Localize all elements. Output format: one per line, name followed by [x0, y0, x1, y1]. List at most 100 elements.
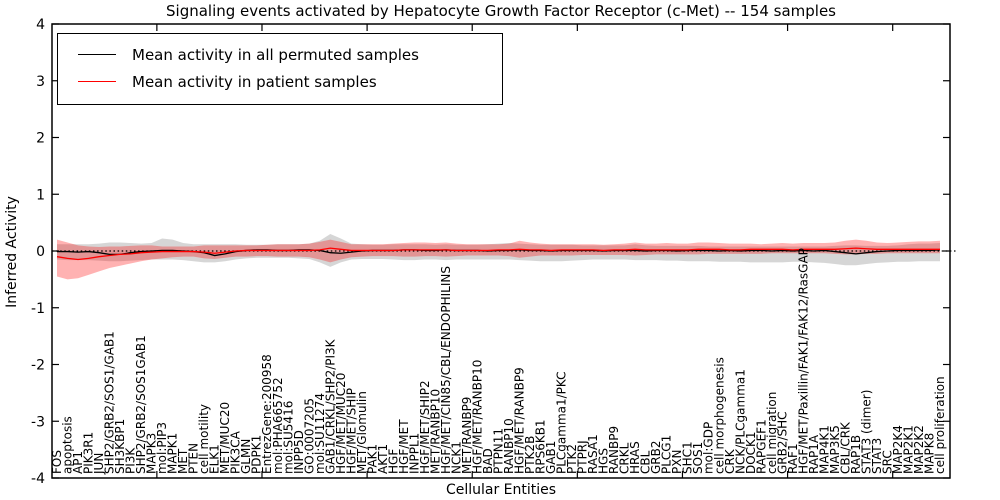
x-category-label: SHP2/GRB2/SOS1GAB1 [134, 335, 148, 474]
x-category-label: HGF/MET/CIN85/CBL/ENDOPHILINS [439, 266, 453, 474]
x-category-label: mol:PIP3 [155, 422, 169, 474]
y-tick-label: -4 [31, 471, 45, 487]
y-tick-label: 4 [36, 17, 45, 33]
x-category-label: cell proliferation [933, 376, 947, 474]
legend-item-permuted: Mean activity in all permuted samples [70, 41, 492, 68]
y-tick-label: 0 [36, 244, 45, 260]
x-category-label: MET [176, 448, 190, 474]
x-category-label: CBL/CRK [838, 421, 852, 474]
x-category-label: MAP3K5 [828, 425, 842, 474]
x-category-label: INPP5D [292, 430, 306, 474]
x-category-label: PAK1 [365, 444, 379, 474]
x-category-label: HGS [597, 448, 611, 474]
legend-label-patient: Mean activity in patient samples [132, 72, 377, 91]
legend-item-patient: Mean activity in patient samples [70, 68, 492, 95]
x-category-label: RAP1B [849, 435, 863, 474]
x-category-label: PTEN [187, 443, 201, 474]
x-category-label: mol:SU11274 [313, 393, 327, 474]
x-category-label: CBL [639, 450, 653, 474]
y-tick-label: -2 [31, 358, 45, 374]
x-category-label: JUN [92, 453, 106, 475]
x-category-label: HGF/MET/RANBP9 [513, 367, 527, 474]
x-category-label: MET/Glomulin [355, 391, 369, 474]
y-tick-label: 2 [36, 131, 45, 147]
x-category-label: HGF/MET [397, 419, 411, 474]
x-category-label: HGF/MET/Paxillin/FAK1/FAK12/RasGAP [796, 248, 810, 474]
x-category-label: PDPK1 [250, 435, 264, 474]
x-category-label: MET/RANBP10 [428, 389, 442, 474]
x-category-label: ELK1 [208, 444, 222, 474]
x-category-label: mol:SU5416 [281, 401, 295, 474]
x-category-label: GO:0007205 [302, 398, 316, 474]
x-category-label: BAD [481, 448, 495, 474]
x-category-label: AP1 [71, 451, 85, 474]
x-category-label: RAP1A [807, 434, 821, 474]
x-category-label: PXN [670, 450, 684, 474]
x-category-label: NCK/PLCgamma1 [733, 369, 747, 474]
x-category-label: STAT3 (dimer) [859, 390, 873, 474]
chart-title: Signaling events activated by Hepatocyte… [166, 2, 836, 20]
legend: Mean activity in all permuted samples Me… [57, 33, 503, 105]
x-category-label: MAP2K2 [912, 425, 926, 474]
x-category-label: GAB1/CRKL/SHP2/PI3K [323, 338, 337, 474]
y-tick-label: -3 [31, 414, 45, 430]
x-category-label: CRKL [618, 442, 632, 474]
x-category-label: RPS6KB1 [534, 419, 548, 474]
x-category-label: STAT3 [870, 438, 884, 474]
x-category-label: GLMN [239, 439, 253, 474]
x-category-label: PI3K [124, 447, 138, 474]
legend-label-permuted: Mean activity in all permuted samples [132, 45, 419, 64]
x-category-label: MAP2K4 [891, 425, 905, 474]
x-category-label: RAF1 [786, 443, 800, 474]
x-category-label: AKT1 [376, 444, 390, 474]
x-category-label: RANBP10 [502, 418, 516, 474]
x-category-label: mol:PHA665752 [271, 377, 285, 474]
x-category-label: SHC1 [681, 441, 695, 474]
x-category-label: MET/MUC20 [218, 402, 232, 474]
x-category-label: PTPRJ [576, 440, 590, 474]
x-category-label: mol:GDP [702, 422, 716, 474]
x-category-label: MAPK1 [166, 433, 180, 474]
x-category-label: MAPK3 [145, 433, 159, 474]
x-category-label: MET/RANBP9 [460, 397, 474, 474]
x-category-label: PIK3CA [229, 430, 243, 474]
x-category-label: cell morphogenesis [712, 357, 726, 474]
x-category-label: PTK2B [523, 436, 537, 474]
x-category-label: HGF/MET/SHIP [344, 388, 358, 474]
x-category-label: HGF/MET/SHIP2 [418, 380, 432, 474]
x-category-label: MAP2K1 [901, 425, 915, 474]
x-category-label: MAP4K1 [817, 425, 831, 474]
x-axis-label: Cellular Entities [445, 482, 557, 498]
x-category-label: INPPL1 [407, 433, 421, 474]
y-tick-label: 3 [36, 74, 45, 90]
x-category-label: GRB2/SHC [775, 411, 789, 474]
x-category-label: HGF [386, 449, 400, 474]
x-category-label: RASA1 [586, 434, 600, 474]
x-category-label: cell motility [197, 404, 211, 474]
y-axis-label: Inferred Activity [4, 196, 20, 308]
line-patient-mean [56, 247, 940, 261]
x-category-label: PLCG1 [660, 435, 674, 474]
x-category-label: PIK3R1 [82, 432, 96, 474]
legend-line-red-icon [78, 81, 116, 82]
x-category-label: cell migration [765, 392, 779, 474]
x-category-label: RAPGEF1 [754, 419, 768, 474]
x-category-label: DOCK1 [744, 431, 758, 474]
x-category-label: GAB1 [544, 441, 558, 474]
x-category-label: SHP2/GRB2/SOS1/GAB1 [103, 331, 117, 474]
x-category-label: NCK1 [449, 441, 463, 474]
x-category-label: PTPN11 [492, 428, 506, 474]
x-category-label: RANBP9 [607, 426, 621, 474]
x-category-label: FOS [50, 450, 64, 474]
x-category-label: SRC [880, 450, 894, 474]
x-category-label: HRAS [628, 441, 642, 474]
y-tick-label: -1 [31, 301, 45, 317]
x-category-label: GRB2 [649, 440, 663, 474]
x-category-label: PTK2 [565, 444, 579, 474]
x-category-label: PLCgamma1/PKC [555, 371, 569, 474]
x-category-label: CRK [723, 448, 737, 474]
legend-line-black-icon [78, 54, 116, 55]
x-category-label: EntrezGene:200958 [260, 354, 274, 474]
